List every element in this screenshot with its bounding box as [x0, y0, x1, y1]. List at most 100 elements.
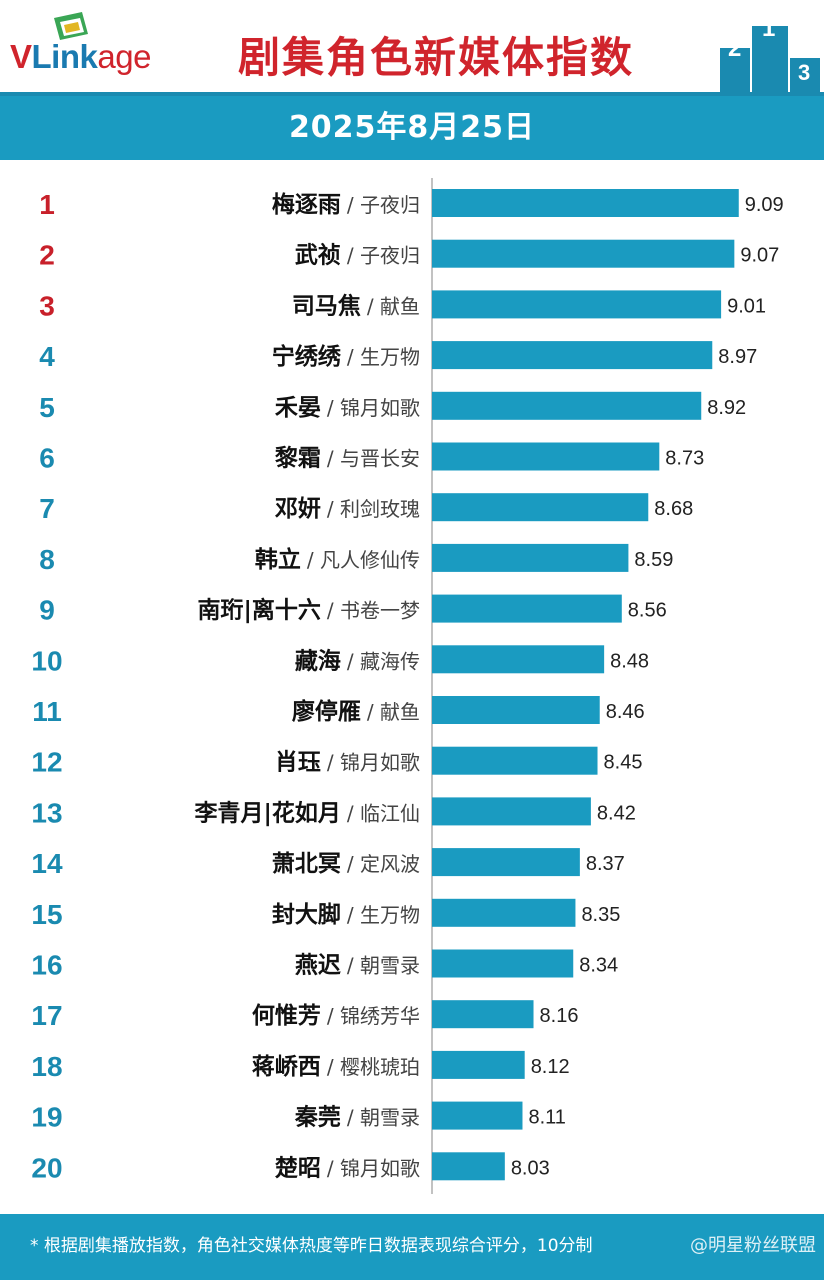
character-name: 梅逐雨 [272, 191, 341, 218]
logo-text-v: V [10, 38, 32, 75]
value-label: 8.37 [586, 853, 625, 875]
rank-number: 16 [31, 950, 62, 981]
bar [432, 1101, 523, 1130]
drama-name: / 献鱼 [367, 294, 420, 318]
logo-mark-icon [54, 12, 88, 40]
row-label: 蒋峤西 / 樱桃琥珀 [252, 1053, 420, 1080]
rank-number: 19 [31, 1102, 62, 1133]
character-name: 萧北冥 [272, 851, 341, 877]
rank-number: 15 [31, 899, 62, 930]
bar [432, 1000, 534, 1029]
row-label: 燕迟 / 朝雪录 [295, 953, 420, 979]
rank-number: 7 [39, 493, 55, 524]
character-name: 宁绣绣 [272, 343, 342, 370]
value-label: 9.07 [740, 245, 779, 267]
rank-number: 13 [31, 797, 62, 828]
bar [432, 898, 576, 927]
bar [432, 949, 574, 978]
value-label: 8.73 [665, 448, 704, 470]
character-name: 藏海 [295, 647, 341, 674]
drama-name: / 利剑玫瑰 [327, 497, 420, 521]
rank-number: 8 [39, 544, 55, 575]
rank-number: 10 [31, 645, 62, 676]
value-label: 8.42 [597, 802, 636, 824]
row-label: 武祯 / 子夜归 [295, 242, 420, 269]
character-name: 封大脚 [272, 902, 341, 928]
bar [432, 391, 702, 420]
character-name: 肖珏 [275, 750, 321, 776]
row-label: 禾晏 / 锦月如歌 [275, 395, 420, 421]
drama-name: / 书卷一梦 [327, 599, 420, 623]
podium-label-1: 1 [762, 15, 775, 42]
podium-icon: 2 1 3 [720, 15, 820, 92]
row-label: 梅逐雨 / 子夜归 [272, 191, 420, 218]
rank-number: 20 [31, 1152, 62, 1183]
bar [432, 746, 598, 775]
drama-name: / 凡人修仙传 [307, 548, 420, 572]
row-label: 廖停雁 / 献鱼 [292, 698, 420, 725]
bar [432, 341, 713, 370]
value-label: 8.59 [634, 549, 673, 571]
character-name: 南珩|离十六 [197, 597, 320, 624]
bar [432, 239, 735, 268]
bar [432, 442, 660, 471]
row-label: 肖珏 / 锦月如歌 [275, 750, 420, 776]
character-name: 楚昭 [275, 1155, 321, 1181]
bar [432, 189, 739, 217]
logo-text-link: Link [31, 38, 98, 75]
rank-number: 12 [31, 747, 62, 778]
logo-text: VLinkage [10, 38, 151, 76]
date-text: 2025年8月25日 [288, 110, 536, 145]
value-label: 8.35 [581, 904, 620, 926]
character-name: 何惟芳 [252, 1002, 321, 1029]
header: VLinkage 剧集角色新媒体指数 2 1 3 [0, 0, 824, 92]
character-name: 黎霜 [275, 445, 321, 472]
logo-text-age: age [97, 38, 151, 75]
bar [432, 493, 649, 522]
character-name: 蒋峤西 [252, 1053, 321, 1080]
row-label: 封大脚 / 生万物 [272, 902, 420, 928]
bar [432, 1050, 525, 1079]
character-name: 武祯 [295, 242, 341, 269]
footer: * 根据剧集播放指数，角色社交媒体热度等昨日数据表现综合评分，10分制 @明星粉… [0, 1214, 824, 1280]
value-label: 8.48 [610, 650, 649, 672]
value-label: 8.12 [531, 1056, 570, 1078]
rank-number: 18 [31, 1051, 62, 1082]
row-label: 何惟芳 / 锦绣芳华 [252, 1002, 420, 1029]
value-label: 9.09 [745, 194, 784, 216]
podium-label-3: 3 [798, 60, 810, 85]
drama-name: / 生万物 [347, 903, 420, 927]
value-label: 8.16 [540, 1005, 579, 1027]
row-label: 黎霜 / 与晋长安 [275, 445, 420, 472]
rank-number: 6 [39, 443, 55, 474]
vlinkage-logo: VLinkage [10, 12, 185, 82]
drama-name: / 临江仙 [347, 801, 420, 825]
value-label: 8.11 [528, 1107, 565, 1129]
value-label: 8.68 [654, 498, 693, 520]
row-label: 萧北冥 / 定风波 [272, 851, 420, 877]
character-name: 廖停雁 [292, 698, 361, 725]
value-label: 8.97 [718, 346, 757, 368]
drama-name: / 锦绣芳华 [327, 1004, 420, 1028]
row-label: 邓妍 / 利剑玫瑰 [275, 496, 420, 522]
character-name: 秦莞 [294, 1104, 341, 1131]
rank-number: 4 [39, 341, 55, 372]
row-label: 司马焦 / 献鱼 [292, 292, 420, 319]
page-title: 剧集角色新媒体指数 [238, 33, 635, 82]
value-label: 8.46 [606, 701, 645, 723]
bar [432, 1152, 505, 1181]
bar [432, 290, 722, 319]
drama-name: / 定风波 [347, 852, 420, 876]
drama-name: / 子夜归 [347, 244, 420, 268]
character-name: 司马焦 [292, 292, 361, 319]
ranking-bar-chart: 1 梅逐雨 / 子夜归 9.092 武祯 / 子夜归 9.073 司马焦 / 献鱼 9.014 宁绣… [31, 178, 784, 1194]
bar [432, 848, 580, 877]
rank-number: 1 [39, 189, 55, 220]
rank-number: 5 [39, 392, 55, 423]
character-name: 邓妍 [275, 496, 321, 522]
character-name: 韩立 [255, 546, 301, 573]
drama-name: / 锦月如歌 [327, 396, 420, 420]
podium-label-2: 2 [728, 35, 741, 62]
drama-name: / 献鱼 [367, 700, 420, 724]
footer-note: * 根据剧集播放指数，角色社交媒体热度等昨日数据表现综合评分，10分制 [30, 1236, 593, 1256]
